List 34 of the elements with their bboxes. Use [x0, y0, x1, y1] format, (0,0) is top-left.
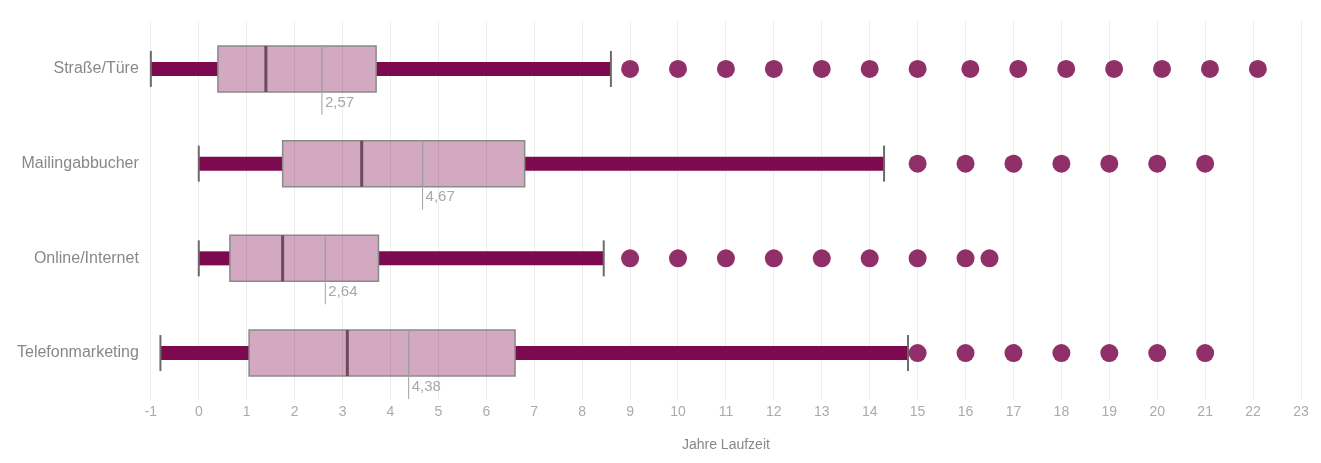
x-tick-label: 8: [578, 402, 587, 419]
x-tick-label: 7: [530, 402, 539, 419]
x-tick-label: 22: [1245, 402, 1262, 419]
x-tick-label: 3: [338, 402, 347, 419]
x-tick-label: 19: [1101, 402, 1118, 419]
x-tick-label: 16: [957, 402, 974, 419]
y-tick-label: Mailingabbucher: [21, 154, 140, 172]
x-tick-label: 23: [1293, 402, 1309, 419]
x-tick-label: 0: [194, 402, 203, 419]
y-tick-label: Telefonmarketing: [17, 343, 139, 361]
x-tick-label: 6: [482, 402, 491, 419]
x-tick-label: 1: [242, 402, 251, 419]
annotation: 4,67: [425, 187, 455, 205]
x-tick-label: 18: [1053, 402, 1070, 419]
x-tick-label: -1: [144, 402, 158, 419]
x-tick-label: 12: [766, 402, 782, 419]
x-tick-label: 13: [813, 402, 830, 419]
x-tick-label: 11: [718, 402, 734, 419]
x-tick-label: 14: [861, 402, 878, 419]
x-tick-label: 5: [434, 402, 443, 419]
x-tick-label: 4: [386, 402, 395, 419]
x-axis-title: Jahre Laufzeit: [681, 436, 770, 453]
x-tick-label: 10: [670, 402, 686, 419]
annotation: 4,38: [411, 376, 441, 394]
annotation: 2,64: [328, 281, 358, 299]
x-tick-label: 20: [1149, 402, 1166, 419]
y-tick-label: Online/Internet: [33, 248, 140, 266]
x-tick-label: 9: [626, 402, 635, 419]
x-tick-label: 15: [909, 402, 926, 419]
y-tick-label: Straße/Türe: [53, 59, 139, 77]
x-tick-label: 17: [1005, 402, 1022, 419]
annotation: 2,57: [324, 92, 355, 110]
x-tick-label: 21: [1197, 402, 1214, 419]
x-tick-label: 2: [290, 402, 299, 419]
